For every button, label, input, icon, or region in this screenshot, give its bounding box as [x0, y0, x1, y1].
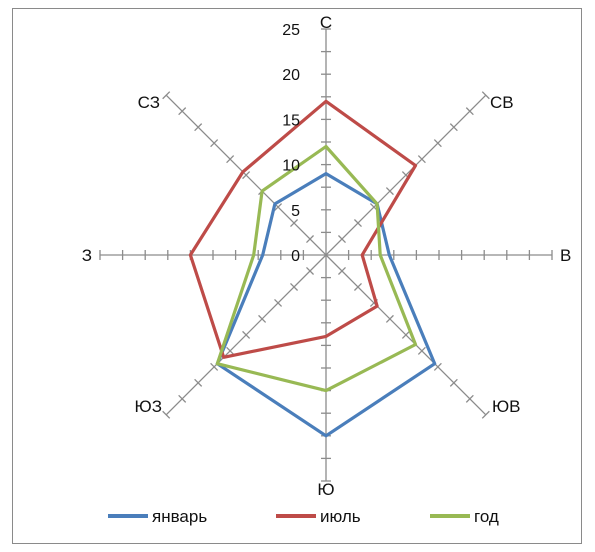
axis-tick: [385, 187, 394, 196]
direction-label: З: [82, 246, 92, 265]
direction-labels: С СВ В ЮВ Ю ЮЗ З СЗ: [82, 13, 572, 499]
tick-label: 5: [291, 203, 300, 220]
axis-tick: [210, 362, 219, 371]
axis-tick: [290, 282, 299, 291]
axis-tick: [258, 314, 267, 323]
axis-tick: [481, 410, 490, 419]
radar-axes: [99, 28, 553, 482]
axis-tick: [449, 123, 458, 132]
axis-tick: [178, 107, 187, 116]
series-июль: [188, 99, 418, 359]
axis-tick: [194, 378, 203, 387]
direction-label: ЮЗ: [135, 397, 162, 416]
series-год: [215, 144, 418, 393]
direction-label: ЮВ: [492, 397, 521, 416]
legend-label: июль: [320, 507, 361, 526]
tick-label: 15: [282, 112, 300, 129]
axis-tick: [465, 107, 474, 116]
direction-label: СВ: [490, 93, 514, 112]
legend-label: январь: [152, 507, 207, 526]
direction-label: С: [320, 13, 332, 32]
axis-tick: [401, 330, 410, 339]
axis-tick: [274, 298, 283, 307]
direction-label: СЗ: [138, 93, 160, 112]
axis-tick: [162, 91, 171, 100]
axis-tick: [178, 394, 187, 403]
axis-tick: [210, 139, 219, 148]
radar-series: [188, 99, 437, 438]
axis-tick: [433, 139, 442, 148]
direction-label: В: [560, 246, 571, 265]
direction-label: Ю: [317, 480, 334, 499]
axis-tick: [449, 378, 458, 387]
axis-tick: [385, 314, 394, 323]
axis-tick: [337, 266, 346, 275]
axis-tick: [290, 219, 299, 228]
axis-tick: [306, 266, 315, 275]
axis-tick: [242, 171, 251, 180]
axis-tick: [242, 330, 251, 339]
axis-tick: [353, 282, 362, 291]
radial-tick-labels: 0 5 10 15 20 25: [282, 22, 300, 265]
axis-tick: [306, 235, 315, 244]
tick-label: 25: [282, 22, 300, 39]
axis-tick: [481, 91, 490, 100]
axis-tick: [417, 155, 426, 164]
axis-tick: [226, 346, 235, 355]
axis-tick: [353, 219, 362, 228]
axis-tick: [465, 394, 474, 403]
axis-tick: [417, 346, 426, 355]
axis-tick: [274, 203, 283, 212]
axis-tick: [194, 123, 203, 132]
tick-label: 10: [282, 158, 300, 175]
axis-tick: [433, 362, 442, 371]
chart-frame: [12, 8, 582, 544]
tick-label: 20: [282, 67, 300, 84]
axis-tick: [337, 235, 346, 244]
axis-tick: [162, 410, 171, 419]
tick-label: 0: [291, 248, 300, 265]
legend: январь июль год: [108, 507, 499, 526]
axis-tick: [226, 155, 235, 164]
legend-label: год: [474, 507, 499, 526]
